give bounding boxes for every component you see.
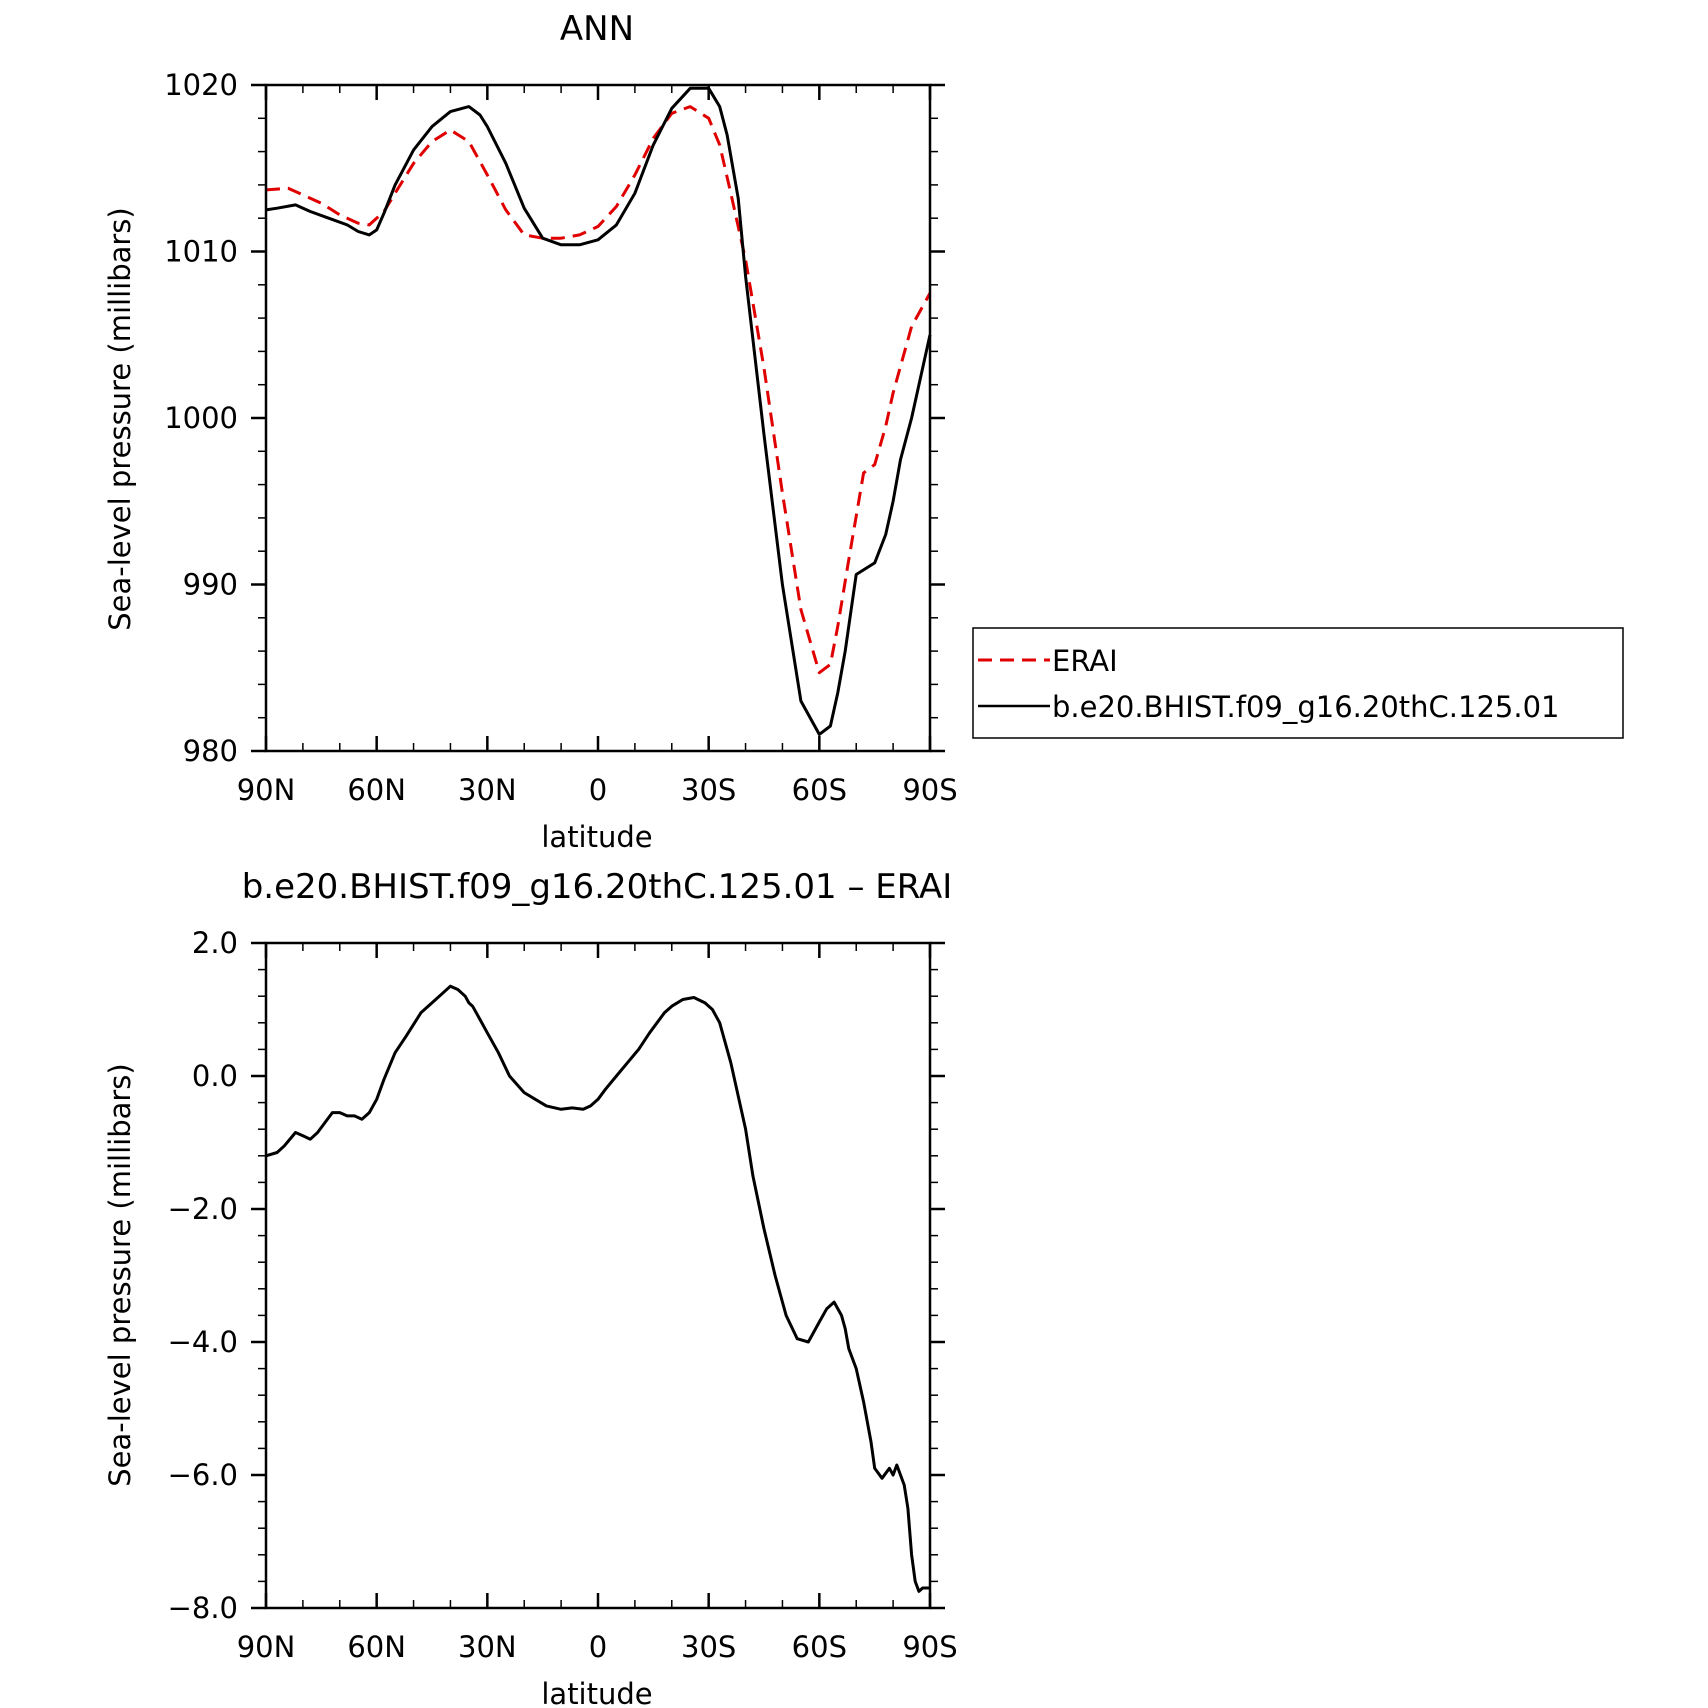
bottom-y-tick-label: 2.0: [192, 926, 238, 960]
legend: ERAI b.e20.BHIST.f09_g16.20thC.125.01: [972, 627, 1624, 739]
top-x-tick-label: 30N: [458, 773, 517, 807]
top-series-line-0: [265, 105, 932, 675]
legend-label-erai: ERAI: [1052, 644, 1118, 678]
bottom-panel: b.e20.BHIST.f09_g16.20thC.125.01 – ERAI …: [103, 867, 958, 1708]
top-x-tick-label: 30S: [681, 773, 736, 807]
bottom-x-tick-label: 90S: [902, 1630, 957, 1664]
legend-label-model: b.e20.BHIST.f09_g16.20thC.125.01: [1052, 690, 1559, 724]
top-x-tick-label: 90N: [237, 773, 296, 807]
top-tick-labels: 90N 60N 30N 0 30S 60S 90S 980 990 1000 1010 1020: [164, 68, 957, 807]
top-panel: ANN Sea-level pressure (millibars) latit…: [103, 9, 958, 854]
top-ticks: [251, 83, 945, 753]
bottom-y-tick-label: −4.0: [168, 1325, 238, 1359]
bottom-y-tick-label: −2.0: [168, 1192, 238, 1226]
top-y-tick-label: 980: [183, 734, 238, 768]
top-y-axis-title: Sea-level pressure (millibars): [103, 207, 137, 630]
legend-box: [972, 627, 1624, 739]
bottom-series-line-0: [265, 984, 930, 1593]
bottom-y-tick-label: −6.0: [168, 1458, 238, 1492]
top-y-tick-label: 990: [183, 568, 238, 602]
bottom-y-axis-title: Sea-level pressure (millibars): [103, 1063, 137, 1486]
top-x-axis-title: latitude: [541, 820, 652, 854]
bottom-x-tick-label: 60S: [792, 1630, 847, 1664]
top-x-tick-label: 90S: [902, 773, 957, 807]
bottom-x-axis-title: latitude: [541, 1677, 652, 1708]
top-x-tick-label: 60N: [347, 773, 406, 807]
top-y-tick-label: 1020: [164, 68, 238, 102]
bottom-x-tick-label: 60N: [347, 1630, 406, 1664]
bottom-x-tick-label: 30S: [681, 1630, 736, 1664]
top-y-tick-label: 1010: [164, 235, 238, 269]
top-x-tick-label: 0: [589, 773, 607, 807]
bottom-y-tick-label: 0.0: [192, 1059, 238, 1093]
bottom-tick-labels: 90N 60N 30N 0 30S 60S 90S 2.0 0.0 −2.0 −4.0 −6.0 −8.…: [168, 926, 958, 1664]
bottom-x-tick-label: 30N: [458, 1630, 517, 1664]
bottom-x-tick-label: 90N: [237, 1630, 296, 1664]
top-x-tick-label: 60S: [792, 773, 847, 807]
bottom-series: [265, 984, 930, 1593]
bottom-x-tick-label: 0: [589, 1630, 607, 1664]
bottom-ticks: [251, 941, 945, 1610]
top-series-line-1: [265, 86, 932, 736]
bottom-plot-title: b.e20.BHIST.f09_g16.20thC.125.01 – ERAI: [242, 867, 953, 907]
top-plot-frame: [264, 83, 932, 753]
bottom-y-tick-label: −8.0: [168, 1591, 238, 1625]
top-y-tick-label: 1000: [164, 401, 238, 435]
bottom-plot-frame: [264, 941, 932, 1610]
top-series: [265, 86, 932, 736]
top-plot-title: ANN: [560, 9, 634, 49]
